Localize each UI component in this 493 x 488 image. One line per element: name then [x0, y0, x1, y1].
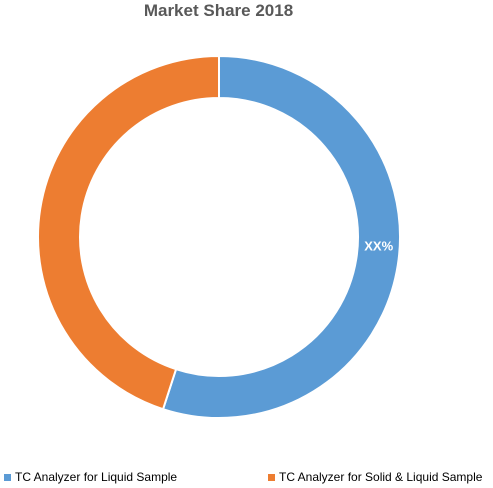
legend-label-solid-liquid-sample: TC Analyzer for Solid & Liquid Sample: [279, 470, 483, 484]
donut-chart: XX%: [37, 54, 401, 419]
legend-item-liquid-sample[interactable]: TC Analyzer for Liquid Sample: [4, 470, 177, 484]
legend-item-solid-liquid-sample[interactable]: TC Analyzer for Solid & Liquid Sample: [268, 470, 482, 484]
legend-label-liquid-sample: TC Analyzer for Liquid Sample: [15, 470, 178, 484]
chart-legend: TC Analyzer for Liquid Sample TC Analyze…: [0, 468, 493, 488]
legend-swatch-liquid-sample: [4, 473, 11, 481]
chart-title: Market Share 2018: [143, 1, 294, 20]
data-label-liquid-sample: XX%: [364, 239, 393, 254]
donut-slice-solid-liquid-sample[interactable]: [37, 54, 220, 411]
legend-swatch-solid-liquid-sample: [268, 473, 275, 481]
donut-slice-liquid-sample[interactable]: [161, 54, 401, 419]
